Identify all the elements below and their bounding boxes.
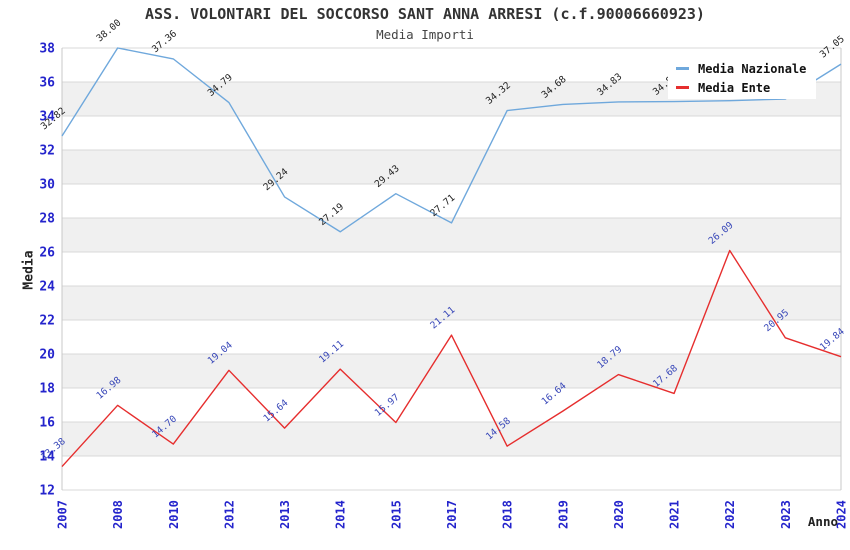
y-tick-label: 14 bbox=[39, 450, 55, 465]
y-tick-label: 32 bbox=[39, 144, 55, 159]
data-point-label: 27.71 bbox=[428, 192, 457, 219]
x-tick-label: 2018 bbox=[501, 500, 515, 529]
plot-band bbox=[62, 286, 841, 320]
data-point-label: 37.05 bbox=[818, 34, 847, 61]
x-tick-label: 2008 bbox=[111, 500, 125, 529]
y-tick-label: 12 bbox=[39, 484, 55, 499]
legend-label-nazionale: Media Nazionale bbox=[698, 61, 807, 76]
x-axis-title: Anno bbox=[807, 514, 838, 529]
y-tick-label: 38 bbox=[39, 42, 55, 57]
series-line-media-nazionale bbox=[61, 47, 842, 233]
data-point-label: 37.36 bbox=[150, 28, 179, 55]
legend-item-media-ente: Media Ente bbox=[676, 81, 816, 95]
x-tick-label: 2022 bbox=[723, 500, 737, 529]
y-tick-label: 20 bbox=[39, 348, 55, 363]
x-tick-label: 2010 bbox=[167, 500, 181, 529]
y-axis-title: Media bbox=[21, 250, 37, 290]
y-tick-label: 24 bbox=[39, 280, 55, 295]
x-tick-label: 2023 bbox=[779, 500, 793, 529]
chart-title: ASS. VOLONTARI DEL SOCCORSO SANT ANNA AR… bbox=[145, 5, 705, 23]
y-tick-label: 28 bbox=[39, 212, 55, 227]
plot-band bbox=[62, 354, 841, 388]
line-swatch-nazionale-icon bbox=[676, 67, 689, 70]
series-line-media-ente bbox=[61, 249, 842, 468]
data-point-label: 19.84 bbox=[818, 326, 847, 353]
y-tick-label: 36 bbox=[39, 76, 55, 91]
x-tick-label: 2019 bbox=[556, 500, 570, 529]
chart-subtitle: Media Importi bbox=[376, 27, 474, 42]
legend: Media Nazionale Media Ente bbox=[668, 57, 816, 99]
y-tick-label: 18 bbox=[39, 382, 55, 397]
y-tick-label: 30 bbox=[39, 178, 55, 193]
x-tick-label: 2013 bbox=[278, 500, 292, 529]
y-tick-label: 22 bbox=[39, 314, 55, 329]
y-tick-label: 16 bbox=[39, 416, 55, 431]
x-tick-label: 2017 bbox=[445, 500, 459, 529]
x-tick-label: 2007 bbox=[56, 500, 70, 529]
plot-band bbox=[62, 218, 841, 252]
y-tick-label: 34 bbox=[39, 110, 55, 125]
plot-band bbox=[62, 150, 841, 184]
y-tick-label: 26 bbox=[39, 246, 55, 261]
x-tick-label: 2015 bbox=[389, 500, 403, 529]
x-tick-label: 2014 bbox=[334, 500, 348, 529]
data-point-label: 38.00 bbox=[95, 17, 124, 44]
legend-label-ente: Media Ente bbox=[698, 80, 771, 95]
x-tick-label: 2024 bbox=[835, 500, 849, 529]
x-tick-label: 2012 bbox=[222, 500, 236, 529]
plot-band bbox=[62, 422, 841, 456]
legend-item-media-nazionale: Media Nazionale bbox=[676, 62, 816, 76]
line-swatch-ente-icon bbox=[676, 86, 689, 89]
data-point-label: 15.64 bbox=[261, 397, 290, 424]
x-tick-label: 2021 bbox=[668, 500, 682, 529]
x-tick-label: 2020 bbox=[612, 500, 626, 529]
